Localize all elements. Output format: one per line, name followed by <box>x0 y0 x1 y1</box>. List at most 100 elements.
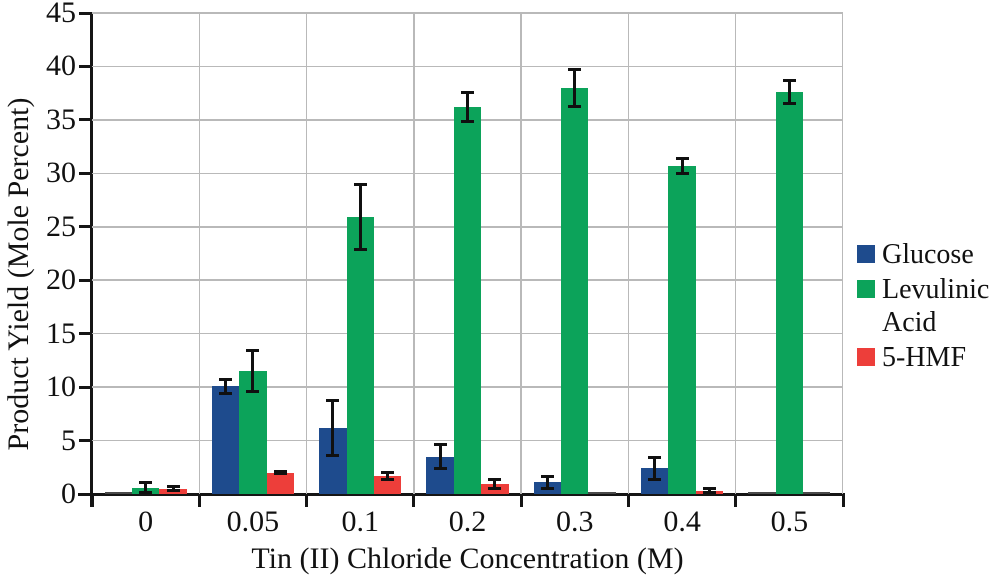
levulinic-acid-swatch-icon <box>857 280 875 298</box>
glucose-bar <box>748 492 776 494</box>
error-bar <box>787 80 791 104</box>
x-tick <box>305 494 309 507</box>
error-bar <box>466 92 469 123</box>
5-hmf-swatch-icon <box>857 348 875 366</box>
x-tick <box>519 494 523 507</box>
y-tick-label: 30 <box>46 156 76 190</box>
5-hmf-bar <box>803 492 831 494</box>
error-bar <box>707 488 711 494</box>
x-tick-label: 0.05 <box>226 505 280 538</box>
error-bar-cap <box>219 377 233 381</box>
y-tick-label: 5 <box>61 423 76 457</box>
y-tick <box>79 278 92 282</box>
error-bar <box>386 472 390 480</box>
error-bar-cap <box>540 474 554 478</box>
5-hmf-bar <box>373 475 402 494</box>
error-bar-cap <box>782 79 796 83</box>
error-bar <box>224 378 228 394</box>
v-gridline <box>520 13 522 494</box>
error-bar-cap <box>273 470 287 474</box>
x-tick-label: 0 <box>138 505 154 538</box>
plot-area <box>92 12 843 495</box>
levulinic-acid-bar <box>453 107 482 494</box>
v-gridline <box>734 13 737 494</box>
x-tick-label: 0.4 <box>663 505 701 538</box>
error-bar-cap <box>381 477 395 481</box>
y-tick-label: 40 <box>46 49 76 83</box>
x-tick-label: 0.3 <box>556 505 594 538</box>
y-tick-label: 25 <box>46 209 76 243</box>
y-tick-label: 45 <box>46 0 76 29</box>
legend-label: Levulinic Acid <box>882 274 990 338</box>
y-tick <box>79 11 92 15</box>
error-bar-cap <box>139 490 153 494</box>
error-bar <box>358 184 362 251</box>
error-bar-cap <box>326 453 340 457</box>
error-bar-cap <box>461 120 474 124</box>
y-tick-label: 35 <box>46 102 76 136</box>
x-tick-label: 0.5 <box>770 505 809 538</box>
v-gridline <box>198 13 201 494</box>
legend-item-levulinic-acid: Levulinic Acid <box>857 273 999 339</box>
error-bar <box>545 475 549 489</box>
x-tick <box>841 494 845 507</box>
y-tick <box>79 118 92 122</box>
levulinic-acid-bar <box>561 87 589 494</box>
legend-label: Glucose <box>882 239 974 270</box>
error-bar-cap <box>433 442 447 446</box>
legend-label: 5-HMF <box>882 342 967 373</box>
error-bar-cap <box>166 484 180 488</box>
y-tick-label: 10 <box>46 370 76 404</box>
y-tick-label: 0 <box>61 477 76 510</box>
x-tick <box>90 494 94 507</box>
error-bar-cap <box>273 472 287 476</box>
error-bar-cap <box>139 481 153 485</box>
y-tick <box>79 332 92 336</box>
error-bar <box>573 68 577 108</box>
5-hmf-bar <box>266 472 295 494</box>
y-tick-label: 15 <box>46 316 76 350</box>
error-bar-cap <box>488 487 502 491</box>
error-bar-cap <box>675 171 689 175</box>
h-gridline <box>92 65 843 68</box>
levulinic-acid-bar <box>775 92 804 494</box>
y-axis-line <box>89 12 93 507</box>
x-tick <box>197 494 201 507</box>
error-bar-cap <box>166 489 180 493</box>
x-axis-title: Tin (II) Chloride Concentration (M) <box>251 542 684 575</box>
error-bar-cap <box>219 391 233 395</box>
legend: Glucose Levulinic Acid 5-HMF <box>857 238 999 376</box>
x-axis-line <box>78 492 845 496</box>
error-bar <box>438 443 442 470</box>
h-gridline <box>92 12 843 14</box>
x-tick <box>626 494 630 507</box>
levulinic-acid-bar <box>346 217 374 494</box>
error-bar <box>331 399 335 456</box>
x-tick-label: 0.2 <box>448 505 487 538</box>
error-bar-cap <box>461 91 474 95</box>
error-bar-cap <box>540 486 554 490</box>
error-bar-cap <box>433 467 447 471</box>
y-tick <box>79 385 92 389</box>
error-bar-cap <box>702 487 716 491</box>
error-bar-cap <box>381 471 395 475</box>
y-tick-label: 20 <box>46 263 76 297</box>
glucose-bar <box>104 492 132 494</box>
legend-item-glucose: Glucose <box>857 238 999 271</box>
y-tick <box>79 64 92 68</box>
error-bar-cap <box>246 390 260 394</box>
y-tick <box>79 171 92 175</box>
y-tick <box>79 439 92 443</box>
x-tick <box>734 494 738 507</box>
error-bar <box>653 456 657 481</box>
x-tick-label: 0.1 <box>341 505 379 538</box>
error-bar-cap <box>488 477 502 481</box>
error-bar-cap <box>648 478 662 482</box>
error-bar-cap <box>675 156 689 160</box>
error-bar-cap <box>246 348 260 352</box>
levulinic-acid-bar <box>668 165 696 494</box>
error-bar-cap <box>326 398 340 402</box>
error-bar <box>680 157 684 174</box>
v-gridline <box>413 13 415 494</box>
